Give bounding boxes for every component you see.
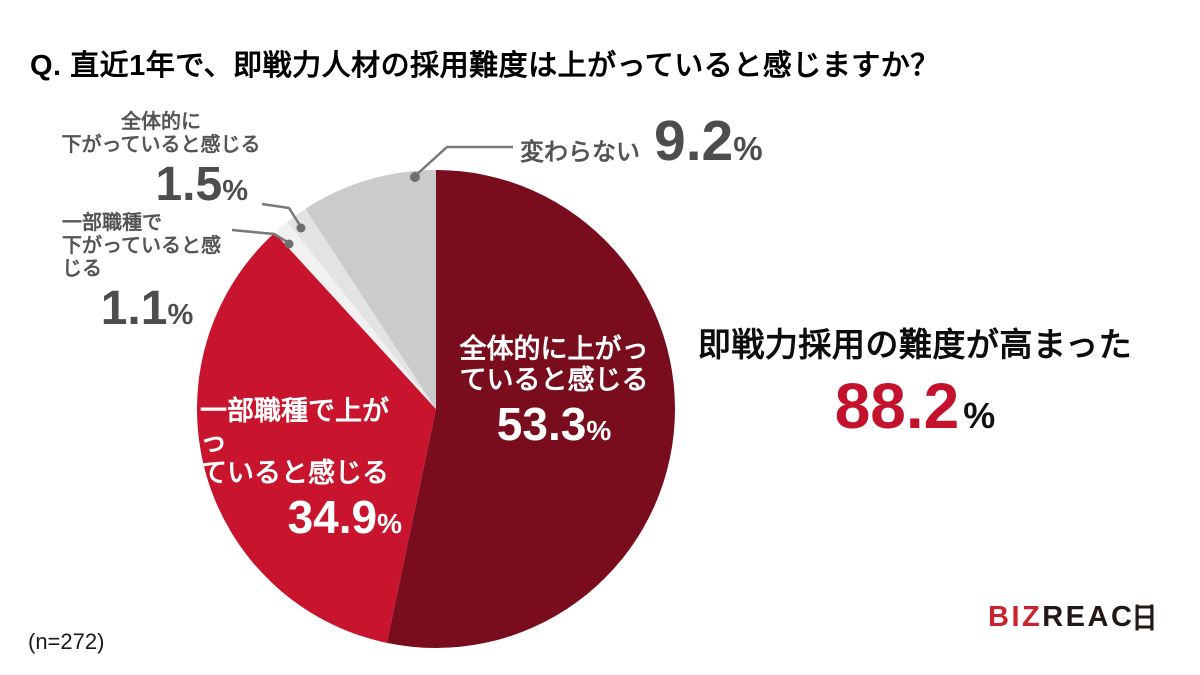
percent-sign: % [167,299,194,331]
slice-value: 53.3% [496,398,612,450]
bizreach-logo: BIZ REAC [988,601,1154,633]
slice-label-text: 全体的に上がっ [459,334,649,364]
callout-value: 9.2% [654,109,763,173]
callout-label: 下がっていると感じる [61,134,261,156]
slice-value: 34.9% [287,491,402,543]
callout-overall-down: 全体的に 下がっていると感じる 1.5% [60,111,262,216]
pie-slice-partial-up [197,232,436,643]
slice-label-overall-up: 全体的に上がっ ていると感じる 53.3% [448,334,660,456]
leader-line-partial-down [231,228,290,245]
leader-dot-overall-down [296,223,306,233]
callout-partial-down: 一部職種で 下がっていると感じる 1.1% [62,212,232,340]
bizreach-ladder-icon [1135,604,1154,631]
highlight-value: 88.2 % [690,374,1140,438]
slice-label-partial-up: 一部職種で上がっ ていると感じる 34.9% [200,396,404,549]
callout-value: 1.1% [100,282,194,335]
highlight-label: 即戦力採用の難度が高まった [697,326,1133,363]
percent-sign: % [733,130,763,167]
logo-text-biz: BIZ [988,601,1043,633]
percent-sign: % [222,175,248,207]
callout-value: 1.5% [155,158,248,211]
highlight-summary: 即戦力採用の難度が高まった 88.2 % [690,318,1140,438]
sample-size-note: (n=272) [28,629,105,654]
callout-label: 一部職種で [62,212,162,234]
callout-label: 全体的に [121,111,201,133]
logo-text-reac: REAC [1042,601,1135,633]
percent-sign: % [586,415,612,446]
pie-slice-overall-down [287,208,436,409]
leader-dot-unchanged [410,172,420,182]
percent-sign: % [377,508,402,539]
pie-slice-overall-up [386,170,676,648]
pie-slice-partial-down [274,222,436,409]
callout-label: 変わらない [520,139,640,166]
pie-slice-unchanged [305,170,436,409]
highlight-number: 88.2 [834,370,960,442]
callout-unchanged: 変わらない 9.2% [520,110,763,177]
slice-label-text: 一部職種で上がっ [200,396,389,457]
pie-slices [197,170,676,648]
callout-label: 下がっていると感じる [62,235,221,280]
leader-line-unchanged [414,145,513,177]
slice-label-text: ていると感じる [200,458,389,488]
leader-line-overall-down [261,202,303,228]
slice-label-text: ていると感じる [459,365,649,395]
question-title: Q. 直近1年で、即戦力人材の採用難度は上がっていると感じますか？ [30,50,940,82]
percent-sign: % [963,395,996,436]
leader-dot-partial-down [284,239,294,249]
